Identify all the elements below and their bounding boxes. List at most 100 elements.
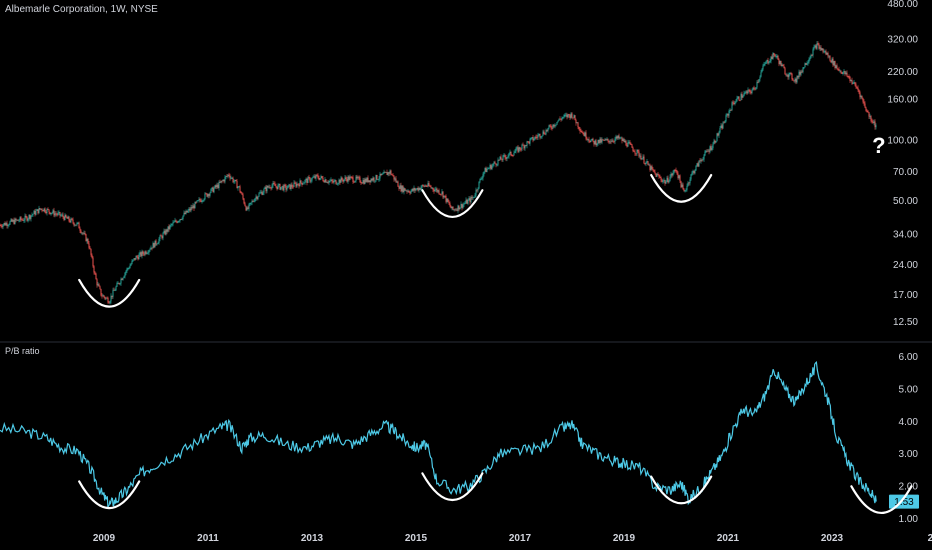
candle-body [261,191,263,195]
candle-body [205,193,207,195]
candle-body [413,188,415,191]
candle-body [495,163,497,166]
candle-body [804,63,806,68]
candle-body [491,165,493,170]
time-tick-label: 2019 [613,533,636,544]
candle-body [695,165,697,171]
candle-body [771,56,773,59]
candle-body [437,190,439,192]
candle-body [411,188,413,192]
candle-body [525,145,527,147]
candle-body [757,81,759,83]
candle-body [238,186,240,188]
candle-body [121,278,123,280]
price-trough-arc [650,173,713,203]
candle-body [497,159,499,165]
candle-body [251,201,253,203]
candle-body [566,114,568,118]
candle-body [369,180,371,183]
candle-body [865,107,867,111]
candle-body [563,115,565,118]
candle-body [502,155,504,161]
candle-body [691,172,693,175]
candle-body [145,251,147,254]
candle-body [378,178,380,180]
candle-body [715,141,717,143]
candle-body [198,199,200,201]
candle-body [598,139,600,144]
candle-body [578,127,580,129]
candle-body [535,136,537,138]
candle-body [424,185,426,187]
candle-body [538,134,540,136]
candle-body [202,200,204,202]
candle-body [356,176,358,179]
candle-body [111,295,113,297]
candle-body [799,71,801,75]
candle-body [842,72,844,74]
candle-body [456,209,458,211]
candle-body [353,182,355,183]
candle-body [552,124,554,129]
candle-body [434,189,436,192]
candle-body [702,159,704,161]
candle-body [690,174,692,180]
candle-body [823,51,825,53]
candle-body [32,214,34,215]
candle-body [858,89,860,93]
candle-body [143,253,145,255]
candle-body [49,212,51,215]
candle-body [368,180,370,183]
candle-body [105,297,107,299]
candle-body [318,177,320,180]
candle-body [445,195,447,202]
candle-body [797,76,799,78]
candle-body [571,113,573,118]
candle-body [90,248,92,255]
candle-body [334,180,336,181]
candle-body [200,200,202,202]
candle-body [798,71,800,78]
candle-body [750,91,752,93]
candle-body [370,179,372,183]
candle-body [142,251,144,254]
candle-body [88,243,90,248]
candle-body [10,219,12,222]
candle-body [172,222,174,225]
candle-body [710,146,712,150]
candle-body [519,147,521,150]
candle-body [180,219,182,220]
candle-body [395,178,397,183]
candle-body [266,185,268,192]
candle-body [790,73,792,74]
candle-body [62,214,64,217]
pb-tick-label: 3.00 [899,449,919,460]
candle-body [805,63,807,65]
candle-body [41,208,43,211]
candle-body [388,172,390,174]
candle-body [377,179,379,181]
candle-body [541,135,543,137]
candle-body [307,177,309,183]
candle-body [136,256,138,257]
candle-body [265,187,267,192]
candle-body [397,181,399,187]
candle-body [534,136,536,140]
candle-body [829,55,831,61]
candle-body [117,282,119,284]
candle-body [642,156,644,159]
candle-body [209,192,211,196]
candle-body [403,188,405,192]
indicator-title[interactable]: P/B ratio [5,346,40,356]
candle-body [212,187,214,193]
candle-body [148,250,150,253]
candle-body [384,171,386,173]
candle-body [371,179,373,181]
candle-body [499,156,501,160]
candle-body [471,196,473,199]
symbol-title[interactable]: Albemarle Corporation, 1W, NYSE [5,4,158,15]
candle-body [564,115,566,116]
candle-body [56,214,58,215]
candle-body [283,184,285,191]
candle-body [504,155,506,158]
